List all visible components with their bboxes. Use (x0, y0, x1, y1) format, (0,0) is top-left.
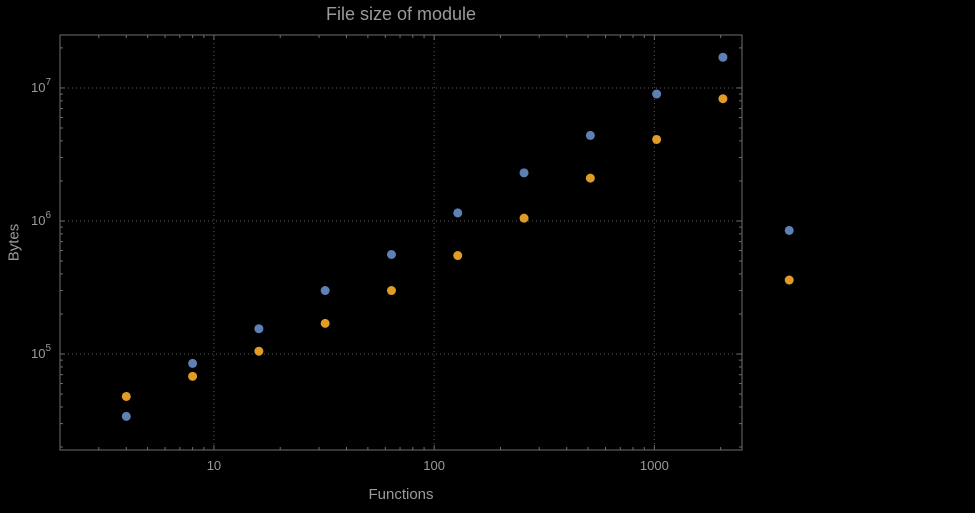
data-point-blue (453, 208, 463, 218)
data-point-blue (519, 168, 529, 178)
svg-text:1000: 1000 (640, 458, 669, 473)
data-point-orange (254, 346, 264, 356)
data-point-orange (453, 251, 463, 261)
data-point-orange (585, 173, 595, 183)
data-point-orange (652, 134, 662, 144)
data-point-orange (320, 318, 330, 328)
data-point-blue (652, 89, 662, 99)
data-point-blue (718, 52, 728, 62)
data-point-blue (320, 286, 330, 296)
data-point-blue (784, 225, 794, 235)
data-point-orange (718, 94, 728, 104)
data-point-orange (386, 286, 396, 296)
svg-text:106: 106 (31, 210, 51, 228)
data-point-blue (121, 411, 131, 421)
svg-text:105: 105 (31, 343, 51, 361)
svg-text:100: 100 (423, 458, 445, 473)
svg-text:10: 10 (207, 458, 221, 473)
data-point-blue (585, 130, 595, 140)
x-axis-label: Functions (368, 486, 434, 503)
chart-title: File size of module (325, 4, 477, 24)
data-point-blue (254, 324, 264, 334)
data-point-orange (784, 275, 794, 285)
data-point-orange (519, 213, 529, 223)
data-point-blue (188, 358, 198, 368)
svg-text:107: 107 (31, 77, 51, 95)
y-axis-label: Bytes (5, 223, 23, 262)
data-point-orange (188, 371, 198, 381)
data-point-blue (386, 249, 396, 259)
data-point-orange (121, 391, 131, 401)
